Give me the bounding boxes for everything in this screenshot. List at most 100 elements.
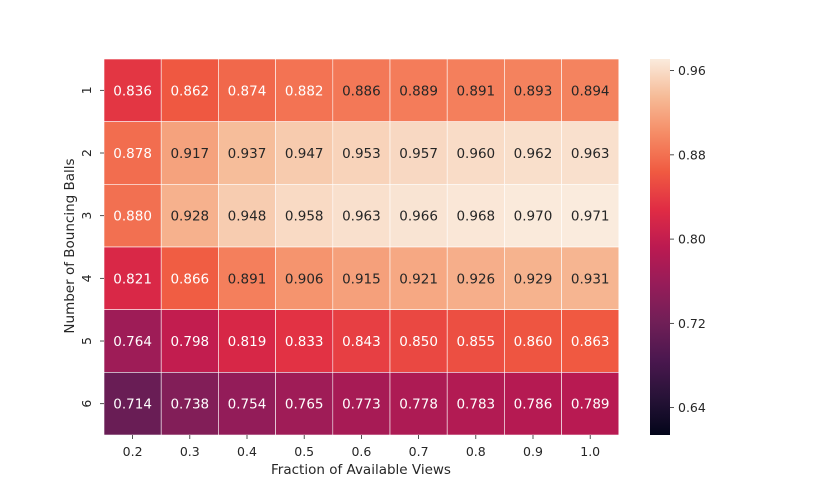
- cell-value-label-r4-c2: 0.866: [170, 271, 209, 287]
- heatmap-cell-r2-c9: [561, 121, 620, 185]
- heatmap-cell-r6-c1: [103, 372, 162, 436]
- heatmap-cell-r6-c9: [561, 372, 620, 436]
- heatmap-cell-r1-c4: [275, 58, 334, 122]
- heatmap-cell-r3-c7: [446, 184, 505, 248]
- cell-value-label-r2-c2: 0.917: [170, 146, 209, 162]
- heatmap-cell-r2-c6: [389, 121, 448, 185]
- cell-value-label-r5-c4: 0.833: [285, 334, 324, 350]
- cell-value-label-r5-c9: 0.863: [571, 334, 610, 350]
- y-tick-label-3: 3: [79, 212, 94, 220]
- cell-value-label-r3-c3: 0.948: [228, 209, 267, 225]
- cell-value-label-r5-c7: 0.855: [456, 334, 495, 350]
- heatmap-cell-r1-c5: [332, 58, 391, 122]
- heatmap-cell-r6-c5: [332, 372, 391, 436]
- heatmap-cell-r3-c4: [275, 184, 334, 248]
- heatmap-cell-r5-c3: [218, 309, 276, 373]
- y-tick-label-2: 2: [79, 149, 94, 157]
- cell-value-label-r4-c9: 0.931: [571, 271, 610, 287]
- heatmap-cell-r2-c5: [332, 121, 391, 185]
- heatmap-cell-r2-c4: [275, 121, 334, 185]
- x-tick-label-4: 0.5: [294, 444, 314, 459]
- cell-value-label-r3-c8: 0.970: [514, 209, 553, 225]
- heatmap-cell-r1-c6: [389, 58, 448, 122]
- cell-value-label-r2-c8: 0.962: [514, 146, 553, 162]
- cell-value-label-r2-c9: 0.963: [571, 146, 610, 162]
- cell-value-label-r6-c2: 0.738: [170, 397, 209, 413]
- x-tick-label-1: 0.2: [123, 444, 143, 459]
- cell-value-label-r1-c7: 0.891: [456, 83, 495, 99]
- cell-value-label-r1-c5: 0.886: [342, 83, 381, 99]
- cell-value-label-r5-c6: 0.850: [399, 334, 438, 350]
- cell-value-label-r6-c7: 0.783: [456, 397, 495, 413]
- heatmap-cell-r3-c3: [218, 184, 276, 248]
- cell-value-label-r5-c1: 0.764: [113, 334, 152, 350]
- heatmap-cell-r2-c7: [446, 121, 505, 185]
- heatmap-cell-r6-c3: [218, 372, 276, 436]
- y-tick-labels: 1 2 3 4 5 6: [79, 86, 104, 408]
- heatmap-cell-r5-c2: [160, 309, 219, 373]
- cell-value-label-r5-c3: 0.819: [228, 334, 267, 350]
- heatmap-cell-r5-c6: [389, 309, 448, 373]
- cell-value-label-r1-c3: 0.874: [228, 83, 267, 99]
- cell-value-label-r2-c7: 0.960: [456, 146, 495, 162]
- heatmap-cell-r6-c8: [504, 372, 562, 436]
- cell-value-label-r6-c3: 0.754: [228, 397, 267, 413]
- cell-value-label-r2-c1: 0.878: [113, 146, 152, 162]
- heatmap-cell-r4-c1: [103, 246, 162, 310]
- x-tick-label-8: 0.9: [523, 444, 543, 459]
- y-tick-label-5: 5: [79, 337, 94, 345]
- cell-value-label-r1-c6: 0.889: [399, 83, 438, 99]
- cell-value-label-r1-c8: 0.893: [514, 83, 553, 99]
- heatmap-cell-r2-c1: [103, 121, 162, 185]
- cell-value-label-r4-c3: 0.891: [228, 271, 267, 287]
- cell-value-label-r3-c5: 0.963: [342, 209, 381, 225]
- y-tick-label-4: 4: [79, 274, 94, 282]
- heatmap-cell-r4-c2: [160, 246, 219, 310]
- cell-value-label-r4-c4: 0.906: [285, 271, 324, 287]
- heatmap-cell-r3-c1: [103, 184, 162, 248]
- x-tick-label-9: 1.0: [580, 444, 600, 459]
- colorbar-tick-label-3: 0.80: [678, 232, 706, 247]
- colorbar-tick-label-1: 0.64: [678, 400, 706, 415]
- colorbar-tick-label-4: 0.88: [678, 147, 706, 162]
- cell-value-label-r4-c8: 0.929: [514, 271, 553, 287]
- cell-value-label-r3-c7: 0.968: [456, 209, 495, 225]
- cell-value-label-r2-c3: 0.937: [228, 146, 267, 162]
- x-axis-label: Fraction of Available Views: [271, 462, 451, 478]
- heatmap-cell-r3-c2: [160, 184, 219, 248]
- heatmap-cell-r5-c7: [446, 309, 505, 373]
- cell-value-label-r6-c9: 0.789: [571, 397, 610, 413]
- cell-value-label-r5-c2: 0.798: [170, 334, 209, 350]
- cell-value-label-r3-c4: 0.958: [285, 209, 324, 225]
- colorbar-tick-label-5: 0.96: [678, 63, 706, 78]
- heatmap-cell-r4-c9: [561, 246, 620, 310]
- x-tick-label-3: 0.4: [237, 444, 257, 459]
- y-tick-label-6: 6: [79, 400, 94, 408]
- cell-value-label-r1-c9: 0.894: [571, 83, 610, 99]
- heatmap-cell-r1-c3: [218, 58, 276, 122]
- cell-value-label-r3-c2: 0.928: [170, 209, 209, 225]
- heatmap-cell-r4-c8: [504, 246, 562, 310]
- colorbar: [650, 59, 670, 435]
- heatmap-cell-r2-c8: [504, 121, 562, 185]
- heatmap-cell-r5-c1: [103, 309, 162, 373]
- cell-value-label-r4-c7: 0.926: [456, 271, 495, 287]
- cell-value-label-r5-c5: 0.843: [342, 334, 381, 350]
- x-tick-label-2: 0.3: [180, 444, 200, 459]
- heatmap-cell-r3-c5: [332, 184, 391, 248]
- heatmap-cell-r4-c4: [275, 246, 334, 310]
- cell-value-label-r1-c4: 0.882: [285, 83, 324, 99]
- cell-value-label-r4-c1: 0.821: [113, 271, 152, 287]
- heatmap-cell-r1-c8: [504, 58, 562, 122]
- heatmap-cell-r6-c2: [160, 372, 219, 436]
- heatmap-cell-r1-c2: [160, 58, 219, 122]
- colorbar-tick-label-2: 0.72: [678, 316, 706, 331]
- cell-value-label-r2-c4: 0.947: [285, 146, 324, 162]
- cell-value-label-r3-c9: 0.971: [571, 209, 610, 225]
- x-tick-labels: 0.2 0.3 0.4 0.5 0.6 0.7 0.8 0.9 1.0: [123, 435, 600, 459]
- cell-value-label-r4-c6: 0.921: [399, 271, 438, 287]
- cell-value-label-r5-c8: 0.860: [514, 334, 553, 350]
- x-tick-label-5: 0.6: [351, 444, 371, 459]
- cell-value-label-r6-c8: 0.786: [514, 397, 553, 413]
- x-tick-label-7: 0.8: [466, 444, 486, 459]
